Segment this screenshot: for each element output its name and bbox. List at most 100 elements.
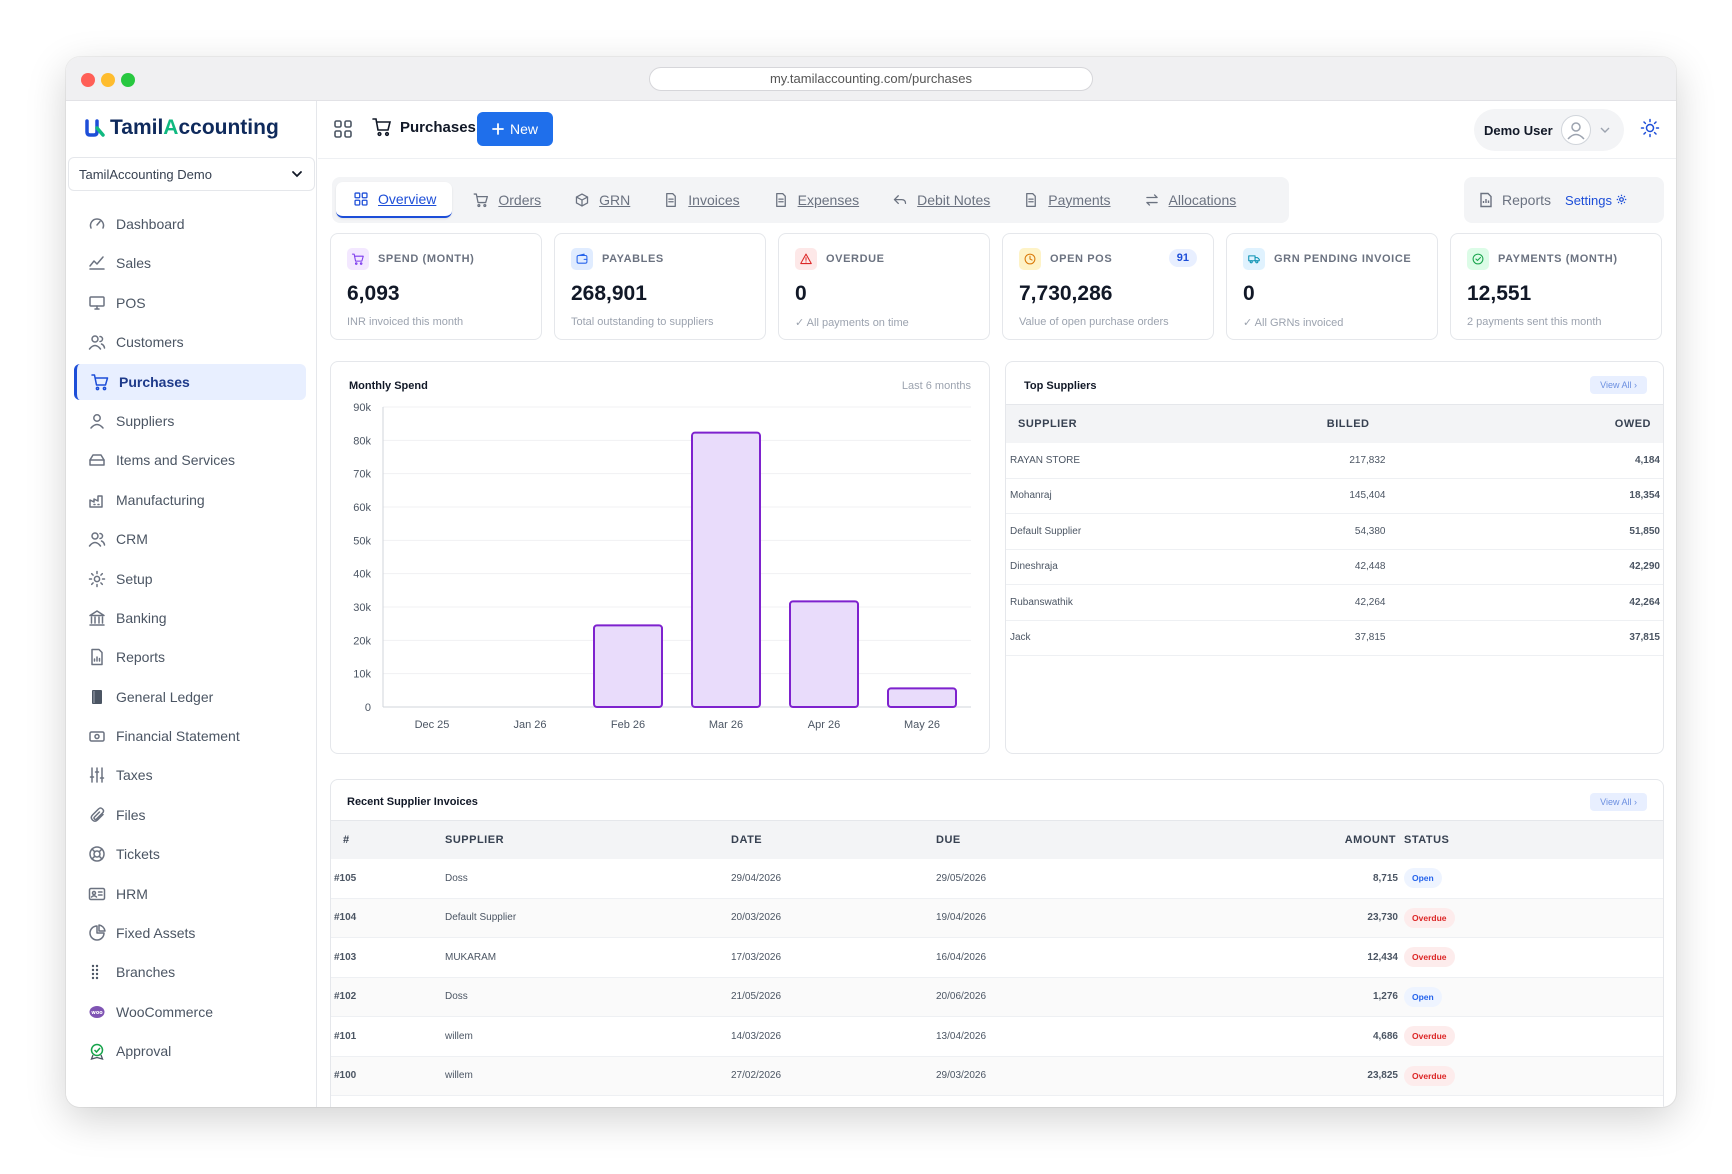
table-row[interactable]: #102 Doss 21/05/2026 20/06/2026 1,276 Op… (331, 977, 1663, 1017)
kpi-card-payables[interactable]: PAYABLES 268,901 Total outstanding to su… (554, 233, 766, 340)
table-row[interactable]: Default Supplier 54,380 51,850 (1006, 513, 1663, 550)
sidebar-item-label: HRM (116, 885, 148, 902)
gear-icon (1616, 194, 1626, 204)
sidebar-item-label: Items and Services (116, 452, 236, 469)
kpi-value: 7,730,286 (1019, 282, 1113, 305)
sidebar-item-tickets[interactable]: Tickets (74, 836, 306, 872)
company-select[interactable]: TamilAccounting Demo (68, 157, 315, 191)
user-menu[interactable]: Demo User (1474, 109, 1624, 151)
monthly-spend-range: Last 6 months (901, 380, 971, 392)
invoice-number[interactable]: #101 (331, 1016, 445, 1057)
sidebar-item-purchases[interactable]: Purchases (74, 363, 306, 400)
column-header-supplier[interactable]: SUPPLIER (445, 820, 731, 859)
sidebar-item-suppliers[interactable]: Suppliers (74, 403, 306, 439)
sidebar-item-approval[interactable]: Approval (74, 1033, 306, 1069)
tab-overview[interactable]: Overview (336, 182, 453, 218)
supplier-name: Default Supplier (1006, 513, 1146, 550)
kpi-row: SPEND (MONTH) 6,093 INR invoiced this mo… (330, 233, 1664, 340)
bar-apr-26[interactable] (789, 600, 859, 708)
invoice-number[interactable]: #102 (331, 977, 445, 1017)
x-tick-label: Apr 26 (808, 719, 840, 731)
tab-invoices[interactable]: Invoices (646, 182, 755, 218)
kpi-value: 0 (1243, 282, 1255, 305)
close-window-button[interactable] (81, 73, 95, 87)
column-header-amount[interactable]: AMOUNT (1316, 820, 1404, 859)
sidebar-item-pos[interactable]: POS (74, 285, 306, 321)
sidebar-item-hrm[interactable]: HRM (74, 876, 306, 912)
table-row[interactable]: Dineshraja 42,448 42,290 (1006, 549, 1663, 585)
invoice-number[interactable]: #100 (331, 1056, 445, 1096)
theme-toggle-sun-icon[interactable] (1640, 118, 1660, 143)
column-header-status[interactable]: STATUS (1404, 820, 1663, 859)
bar-mar-26[interactable] (691, 431, 761, 709)
kpi-card-spend-month[interactable]: SPEND (MONTH) 6,093 INR invoiced this mo… (330, 233, 542, 340)
invoice-number[interactable]: #103 (331, 937, 445, 978)
table-row[interactable]: #103 MUKARAM 17/03/2026 16/04/2026 12,43… (331, 937, 1663, 978)
invoice-number[interactable]: #104 (331, 898, 445, 938)
column-header-due[interactable]: DUE (936, 820, 1316, 859)
maximize-window-button[interactable] (121, 73, 135, 87)
sidebar-item-setup[interactable]: Setup (74, 561, 306, 597)
new-button[interactable]: New (477, 112, 553, 146)
avatar (1560, 115, 1591, 145)
sidebar-item-banking[interactable]: Banking (74, 600, 306, 636)
column-header-supplier[interactable]: SUPPLIER (1006, 404, 1146, 443)
owed-amount: 4,184 (1561, 442, 1663, 479)
kpi-card-open-pos[interactable]: OPEN POS 91 7,730,286 Value of open purc… (1002, 233, 1214, 340)
kpi-subtext: Value of open purchase orders (1019, 316, 1169, 328)
sidebar-item-manufacturing[interactable]: Manufacturing (74, 482, 306, 518)
address-bar[interactable]: my.tamilaccounting.com/purchases (649, 67, 1093, 91)
bank-icon (88, 609, 106, 627)
tab-payments[interactable]: Payments (1006, 182, 1126, 218)
column-header-date[interactable]: DATE (731, 820, 936, 859)
top-suppliers-view-all-button[interactable]: View All › (1590, 376, 1647, 394)
apps-grid-icon[interactable] (333, 119, 353, 144)
invoice-number[interactable]: #105 (331, 858, 445, 899)
x-tick-label: Mar 26 (709, 719, 743, 731)
table-row[interactable]: Rubanswathik 42,264 42,264 (1006, 584, 1663, 621)
bar-feb-26[interactable] (593, 624, 663, 709)
table-row[interactable]: RAYAN STORE 217,832 4,184 (1006, 442, 1663, 479)
sidebar-item-branches[interactable]: Branches (74, 954, 306, 990)
sidebar-item-reports[interactable]: Reports (74, 639, 306, 675)
sidebar-item-label: Financial Statement (116, 728, 240, 745)
table-row[interactable]: #100 willem 27/02/2026 29/03/2026 23,825… (331, 1056, 1663, 1096)
sidebar-item-fixed-assets[interactable]: Fixed Assets (74, 915, 306, 951)
sidebar-item-woocommerce[interactable]: woo WooCommerce (74, 994, 306, 1030)
tab-orders[interactable]: Orders (456, 182, 557, 218)
table-row[interactable]: #105 Doss 29/04/2026 29/05/2026 8,715 Op… (331, 858, 1663, 899)
app-logo[interactable]: TamilAccounting (84, 113, 279, 143)
recent-invoices-view-all-button[interactable]: View All › (1590, 793, 1647, 811)
tab-allocations[interactable]: Allocations (1127, 182, 1253, 218)
sidebar-item-general-ledger[interactable]: General Ledger (74, 679, 306, 715)
sidebar-item-sales[interactable]: Sales (74, 245, 306, 281)
x-tick-label: Dec 25 (415, 719, 450, 731)
kpi-card-overdue[interactable]: OVERDUE 0 ✓ All payments on time (778, 233, 990, 340)
column-header-owed[interactable]: OWED (1561, 404, 1663, 443)
reports-button[interactable]: Reports (1478, 192, 1551, 208)
sidebar-item-items-and-services[interactable]: Items and Services (74, 442, 306, 478)
tab-label: Payments (1048, 192, 1111, 208)
sidebar-item-dashboard[interactable]: Dashboard (74, 206, 306, 242)
table-row[interactable]: Jack 37,815 37,815 (1006, 620, 1663, 656)
topbar: Purchases New Demo User (318, 101, 1676, 159)
sidebar-item-files[interactable]: Files (74, 797, 306, 833)
sidebar-item-taxes[interactable]: Taxes (74, 757, 306, 793)
tab-debit-notes[interactable]: Debit Notes (875, 182, 1006, 218)
minimize-window-button[interactable] (101, 73, 115, 87)
table-row[interactable]: Mohanraj 145,404 18,354 (1006, 478, 1663, 514)
column-header-number[interactable]: # (331, 820, 445, 859)
column-header-billed[interactable]: BILLED (1145, 404, 1562, 443)
sidebar-item-financial-statement[interactable]: Financial Statement (74, 718, 306, 754)
table-row[interactable]: #101 willem 14/03/2026 13/04/2026 4,686 … (331, 1016, 1663, 1057)
bar-may-26[interactable] (887, 687, 957, 709)
sidebar-item-crm[interactable]: CRM (74, 521, 306, 557)
sidebar-item-customers[interactable]: Customers (74, 324, 306, 360)
tab-grn[interactable]: GRN (557, 182, 646, 218)
settings-link[interactable]: Settings (1565, 193, 1627, 208)
kpi-card-grn-pending-invoice[interactable]: GRN PENDING INVOICE 0 ✓ All GRNs invoice… (1226, 233, 1438, 340)
supplier-name: Mohanraj (1006, 478, 1146, 514)
kpi-card-payments-month[interactable]: PAYMENTS (MONTH) 12,551 2 payments sent … (1450, 233, 1662, 340)
table-row[interactable]: #104 Default Supplier 20/03/2026 19/04/2… (331, 898, 1663, 938)
tab-expenses[interactable]: Expenses (756, 182, 875, 218)
